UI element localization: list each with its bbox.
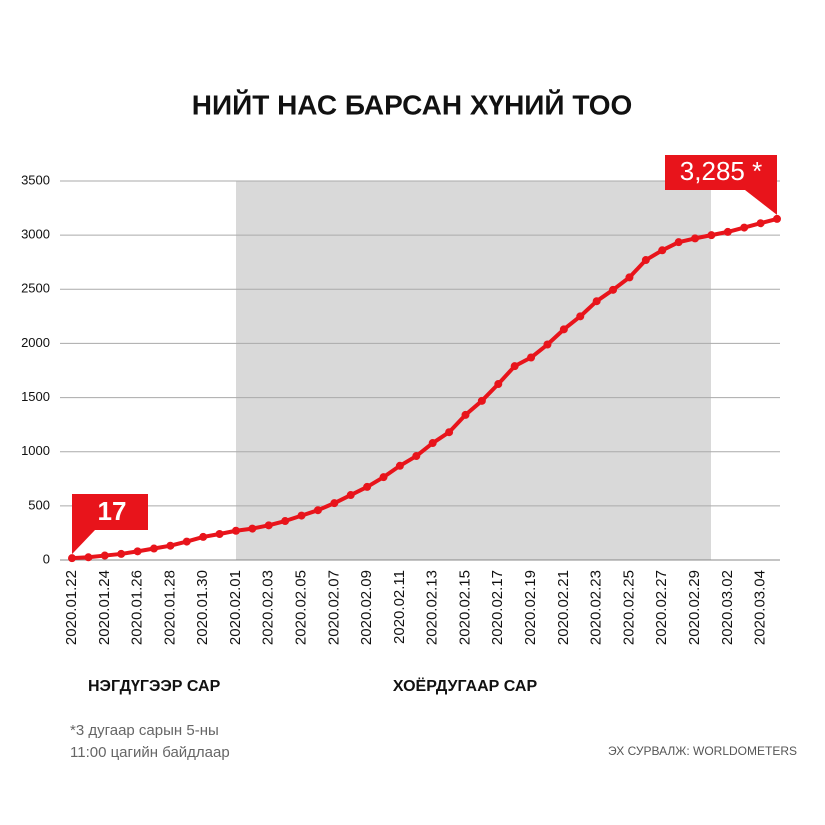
- data-point: [674, 238, 683, 247]
- x-tick-label: 2020.01.26: [129, 570, 146, 645]
- x-tick-label: 2020.02.11: [391, 570, 408, 644]
- x-tick-label: 2020.02.09: [358, 570, 375, 645]
- x-tick-label: 2020.02.07: [325, 570, 342, 645]
- x-tick-label: 2020.01.28: [161, 570, 178, 645]
- data-point: [379, 473, 388, 482]
- y-tick-label: 500: [28, 497, 50, 512]
- data-point: [609, 285, 618, 294]
- x-tick-label: 2020.02.23: [588, 570, 605, 645]
- data-point: [461, 410, 470, 419]
- x-tick-label: 2020.02.17: [489, 570, 506, 645]
- data-point: [149, 544, 158, 553]
- footnote: *3 дугаар сарын 5-ны: [70, 722, 219, 739]
- data-point: [428, 439, 437, 448]
- data-point: [641, 256, 650, 265]
- data-point: [510, 362, 519, 371]
- data-point: [215, 530, 224, 539]
- data-point: [445, 428, 454, 437]
- data-point: [592, 297, 601, 306]
- chart-title: НИЙТ НАС БАРСАН ХҮНИЙ ТОО: [192, 88, 633, 120]
- footnote: 11:00 цагийн байдлаар: [70, 744, 230, 761]
- data-point: [182, 537, 191, 546]
- data-point: [707, 231, 716, 240]
- annotation: 3,285 *: [680, 156, 762, 186]
- data-point: [100, 551, 109, 560]
- x-tick-label: 2020.02.21: [555, 570, 572, 645]
- x-tick-label: 2020.02.15: [456, 570, 473, 645]
- data-point: [740, 223, 749, 232]
- data-point: [658, 246, 667, 255]
- x-tick-label: 2020.01.24: [96, 570, 113, 645]
- x-tick-label: 2020.01.22: [63, 570, 80, 645]
- x-tick-label: 2020.02.03: [260, 570, 277, 645]
- data-point: [346, 491, 355, 500]
- data-point: [313, 506, 322, 515]
- month-label: НЭГДҮГЭЭР САР: [88, 678, 221, 695]
- source: ЭХ СУРВАЛЖ: WORLDOMETERS: [608, 744, 797, 758]
- data-point: [231, 526, 240, 535]
- february-shade: [236, 181, 711, 560]
- data-point: [477, 396, 486, 405]
- data-point: [68, 554, 76, 563]
- data-point: [133, 547, 142, 556]
- data-point: [543, 340, 552, 349]
- x-tick-label: 2020.03.04: [752, 570, 769, 645]
- month-label: ХОЁРДУГААР САР: [393, 677, 538, 695]
- data-point: [117, 549, 126, 558]
- data-point: [773, 214, 781, 223]
- data-point: [297, 511, 306, 520]
- data-point: [527, 353, 536, 362]
- data-point: [248, 524, 257, 533]
- x-tick-label: 2020.03.02: [719, 570, 736, 645]
- data-point: [756, 219, 765, 228]
- data-point: [363, 482, 372, 491]
- data-point: [264, 521, 273, 530]
- x-tick-label: 2020.02.29: [686, 570, 703, 645]
- data-point: [330, 499, 339, 508]
- data-point: [166, 541, 175, 550]
- x-tick-label: 2020.02.25: [620, 570, 637, 645]
- annotation: 17: [98, 496, 127, 526]
- y-tick-label: 2000: [21, 335, 50, 350]
- data-point: [84, 553, 93, 562]
- x-tick-label: 2020.02.19: [522, 570, 539, 645]
- y-tick-label: 2500: [21, 281, 50, 296]
- data-point: [281, 517, 290, 526]
- x-tick-label: 2020.02.05: [293, 570, 310, 645]
- data-point: [395, 461, 404, 470]
- annotation-box: [665, 155, 777, 215]
- data-point: [559, 325, 568, 334]
- y-tick-label: 1500: [21, 389, 50, 404]
- annotation-box: [72, 494, 148, 555]
- x-tick-label: 2020.02.01: [227, 570, 244, 645]
- y-tick-label: 1000: [21, 443, 50, 458]
- x-tick-label: 2020.02.27: [653, 570, 670, 645]
- y-tick-label: 0: [43, 551, 50, 566]
- data-point: [691, 234, 700, 243]
- y-tick-label: 3500: [21, 172, 50, 187]
- data-point: [625, 273, 634, 282]
- data-point: [576, 312, 585, 321]
- x-tick-label: 2020.02.13: [424, 570, 441, 645]
- data-point: [412, 452, 421, 461]
- data-point: [199, 532, 208, 541]
- data-point: [723, 227, 732, 236]
- x-tick-label: 2020.01.30: [194, 570, 211, 645]
- y-tick-label: 3000: [21, 227, 50, 242]
- data-point: [494, 380, 503, 389]
